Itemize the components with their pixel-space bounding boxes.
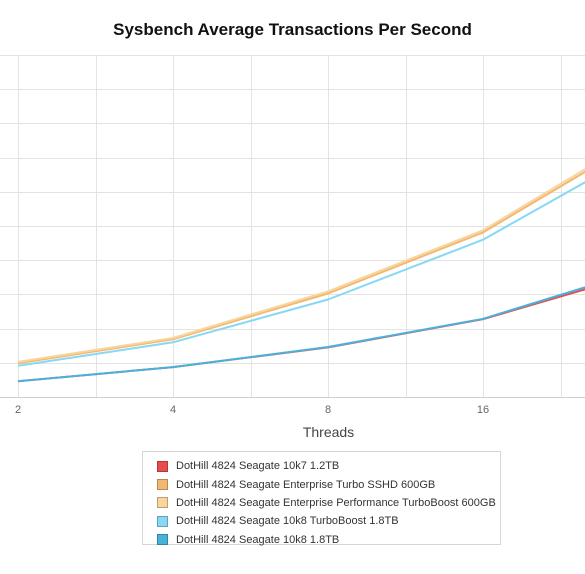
legend-item[interactable]: DotHill 4824 Seagate 10k7 1.2TB [157,457,500,475]
legend-label: DotHill 4824 Seagate 10k8 TurboBoost 1.8… [176,515,399,528]
x-tick-label: 16 [477,404,489,416]
legend-swatch [157,515,168,527]
x-tick-label: 4 [170,404,176,416]
legend: DotHill 4824 Seagate 10k7 1.2TB DotHill … [142,451,501,546]
legend-label: DotHill 4824 Seagate 10k8 1.8TB [176,533,340,546]
chart-title: Sysbench Average Transactions Per Second [113,20,472,39]
legend-item[interactable]: DotHill 4824 Seagate 10k8 TurboBoost 1.8… [157,512,500,530]
x-tick-labels: 2 4 8 16 [15,404,489,416]
legend-swatch [157,497,168,509]
legend-swatch [157,534,168,546]
grid [0,55,585,398]
series-line [17,181,585,367]
x-tick-label: 8 [325,404,331,416]
series-line [17,288,585,383]
legend-item[interactable]: DotHill 4824 Seagate 10k8 1.8TB [157,531,500,549]
legend-label: DotHill 4824 Seagate Enterprise Performa… [176,496,496,509]
series-line [17,286,585,383]
series-line [17,170,585,365]
series-lines [17,168,585,383]
series-line [17,168,585,363]
plot-area: 2 4 8 16 [0,55,585,416]
x-axis-title: Threads [302,424,355,440]
legend-swatch [157,479,168,491]
legend-swatch [157,460,168,472]
legend-item[interactable]: DotHill 4824 Seagate Enterprise Turbo SS… [157,475,500,493]
legend-label: DotHill 4824 Seagate 10k7 1.2TB [176,460,340,473]
legend-item[interactable]: DotHill 4824 Seagate Enterprise Performa… [157,494,500,512]
x-tick-label: 2 [15,404,21,416]
legend-label: DotHill 4824 Seagate Enterprise Turbo SS… [176,478,436,491]
